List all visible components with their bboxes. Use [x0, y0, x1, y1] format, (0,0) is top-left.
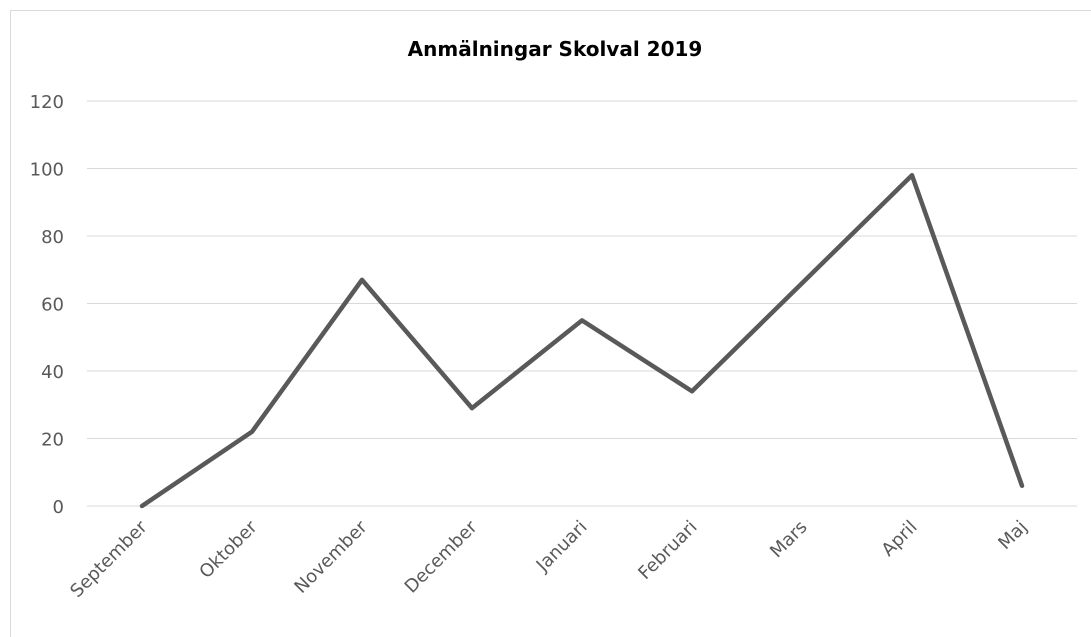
y-tick-label: 100 — [30, 160, 64, 181]
y-tick-label: 0 — [53, 497, 64, 518]
y-tick-label: 120 — [30, 92, 64, 113]
y-tick-label: 20 — [41, 430, 64, 451]
chart-title: Anmälningar Skolval 2019 — [408, 37, 703, 61]
y-tick-label: 80 — [41, 227, 64, 248]
chart-border — [10, 10, 1091, 637]
y-tick-label: 60 — [41, 295, 64, 316]
data-line — [139, 173, 1025, 509]
y-tick-label: 40 — [41, 362, 64, 383]
